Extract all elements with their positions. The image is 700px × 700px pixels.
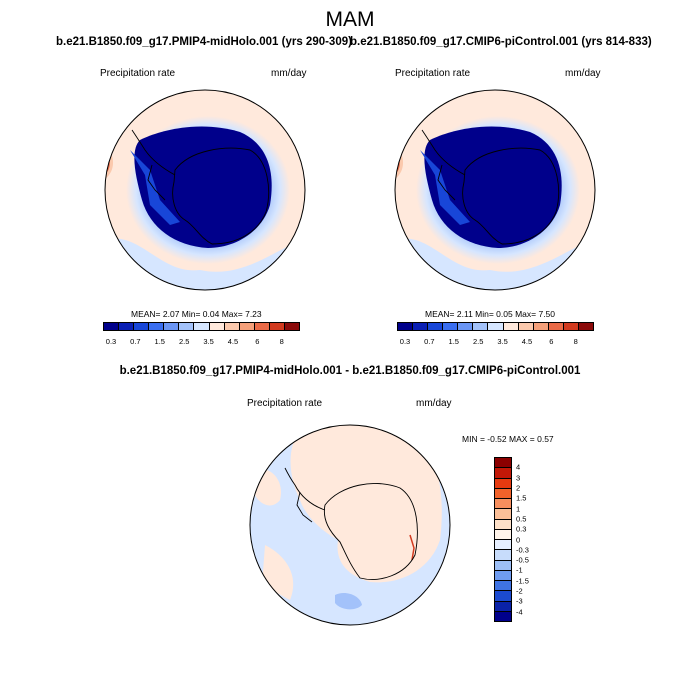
diff-units-label: mm/day xyxy=(416,398,452,409)
colorbar-swatch xyxy=(194,323,210,330)
colorbar-tick-label: 0.3 xyxy=(516,524,527,534)
colorbar-swatch xyxy=(284,323,300,330)
colorbar-tick-label: 8 xyxy=(279,337,284,346)
colorbar-swatch xyxy=(458,323,474,330)
colorbar-swatch xyxy=(495,519,511,530)
colorbar-swatch xyxy=(495,499,511,510)
colorbar-tick-label: 3.5 xyxy=(203,337,214,346)
colorbar-swatch xyxy=(533,323,549,330)
colorbar-swatch xyxy=(563,323,579,330)
left-units-label: mm/day xyxy=(271,68,307,79)
colorbar-tick-label: 1.5 xyxy=(516,493,527,503)
colorbar-swatch xyxy=(495,488,511,499)
right-units-label: mm/day xyxy=(565,68,601,79)
colorbar-swatch xyxy=(398,323,414,330)
colorbar-swatch xyxy=(428,323,444,330)
colorbar-swatch xyxy=(239,323,255,330)
colorbar-swatch xyxy=(503,323,519,330)
colorbar-swatch xyxy=(495,458,511,469)
colorbar-tick-label: 0.3 xyxy=(399,337,411,346)
colorbar-tick-label: -3 xyxy=(516,596,523,606)
colorbar-tick-label: -0.3 xyxy=(516,545,529,555)
colorbar-tick-label: 4 xyxy=(516,462,521,472)
colorbar-swatch xyxy=(495,550,511,561)
colorbar-swatch xyxy=(269,323,285,330)
colorbar-tick-label: 0.3 xyxy=(105,337,117,346)
colorbar-swatch xyxy=(495,529,511,540)
colorbar-swatch xyxy=(164,323,180,330)
colorbar-tick-label: 0.5 xyxy=(516,514,527,524)
colorbar-swatch xyxy=(134,323,150,330)
colorbar-swatch xyxy=(149,323,165,330)
season-title: MAM xyxy=(325,8,375,31)
colorbar-swatch xyxy=(495,581,511,592)
colorbar-swatch xyxy=(495,478,511,489)
colorbar-swatch xyxy=(495,570,511,581)
colorbar-swatch xyxy=(578,323,594,330)
colorbar-tick-label: 0.7 xyxy=(130,337,141,346)
colorbar-tick-label: 0.7 xyxy=(424,337,435,346)
colorbar-swatch xyxy=(254,323,270,330)
colorbar-tick-label: -2 xyxy=(516,586,523,596)
colorbar-tick-label: 3.5 xyxy=(497,337,508,346)
left-variable-label: Precipitation rate xyxy=(100,68,176,79)
colorbar-swatch xyxy=(443,323,459,330)
colorbar-tick-label: 0 xyxy=(516,535,521,544)
diff-panel-title: b.e21.B1850.f09_g17.PMIP4-midHolo.001 - … xyxy=(119,365,581,377)
colorbar-tick-label: 1.5 xyxy=(154,337,165,346)
colorbar-swatch xyxy=(473,323,489,330)
colorbar-swatch xyxy=(119,323,135,330)
colorbar-swatch xyxy=(224,323,240,330)
right-variable-label: Precipitation rate xyxy=(395,68,471,79)
colorbar-swatch xyxy=(495,591,511,602)
colorbar-tick-label: 2.5 xyxy=(472,337,484,346)
colorbar-tick-label: 8 xyxy=(573,337,578,346)
colorbar-swatch xyxy=(495,509,511,520)
colorbar-tick-label: 6 xyxy=(255,337,260,346)
colorbar-tick-label: 6 xyxy=(549,337,554,346)
colorbar-tick-label: 2.5 xyxy=(178,337,190,346)
colorbar-tick-label: 1 xyxy=(516,504,521,514)
colorbar-swatch xyxy=(495,601,511,612)
colorbar-tick-label: 2 xyxy=(516,483,521,493)
colorbar-swatch xyxy=(495,540,511,551)
left-stats: MEAN= 2.07 Min= 0.04 Max= 7.23 xyxy=(131,309,262,319)
colorbar-tick-label: 4.5 xyxy=(521,337,533,346)
colorbar-swatch xyxy=(488,323,504,330)
diff-variable-label: Precipitation rate xyxy=(247,398,323,409)
colorbar-swatch xyxy=(209,323,225,330)
colorbar-swatch xyxy=(548,323,564,330)
colorbar-swatch xyxy=(495,611,511,621)
right-panel-title: b.e21.B1850.f09_g17.CMIP6-piControl.001 … xyxy=(350,36,652,48)
right-colorbar xyxy=(397,322,594,331)
colorbar-swatch xyxy=(495,468,511,479)
colorbar-swatch xyxy=(413,323,429,330)
diff-colorbar xyxy=(494,457,512,622)
colorbar-tick-label: -4 xyxy=(516,607,523,617)
colorbar-tick-label: -0.5 xyxy=(516,555,529,565)
colorbar-swatch xyxy=(518,323,534,330)
colorbar-swatch xyxy=(179,323,195,330)
left-colorbar xyxy=(103,322,300,331)
colorbar-tick-label: 1.5 xyxy=(448,337,459,346)
colorbar-swatch xyxy=(495,560,511,571)
diff-stats: MIN = -0.52 MAX = 0.57 xyxy=(462,434,554,444)
right-stats: MEAN= 2.11 Min= 0.05 Max= 7.50 xyxy=(425,309,556,319)
colorbar-tick-label: -1 xyxy=(516,565,523,575)
colorbar-tick-label: -1.5 xyxy=(516,576,529,586)
left-panel-title: b.e21.B1850.f09_g17.PMIP4-midHolo.001 (y… xyxy=(56,36,352,48)
colorbar-tick-label: 3 xyxy=(516,473,521,483)
colorbar-tick-label: 4.5 xyxy=(227,337,239,346)
colorbar-swatch xyxy=(104,323,120,330)
